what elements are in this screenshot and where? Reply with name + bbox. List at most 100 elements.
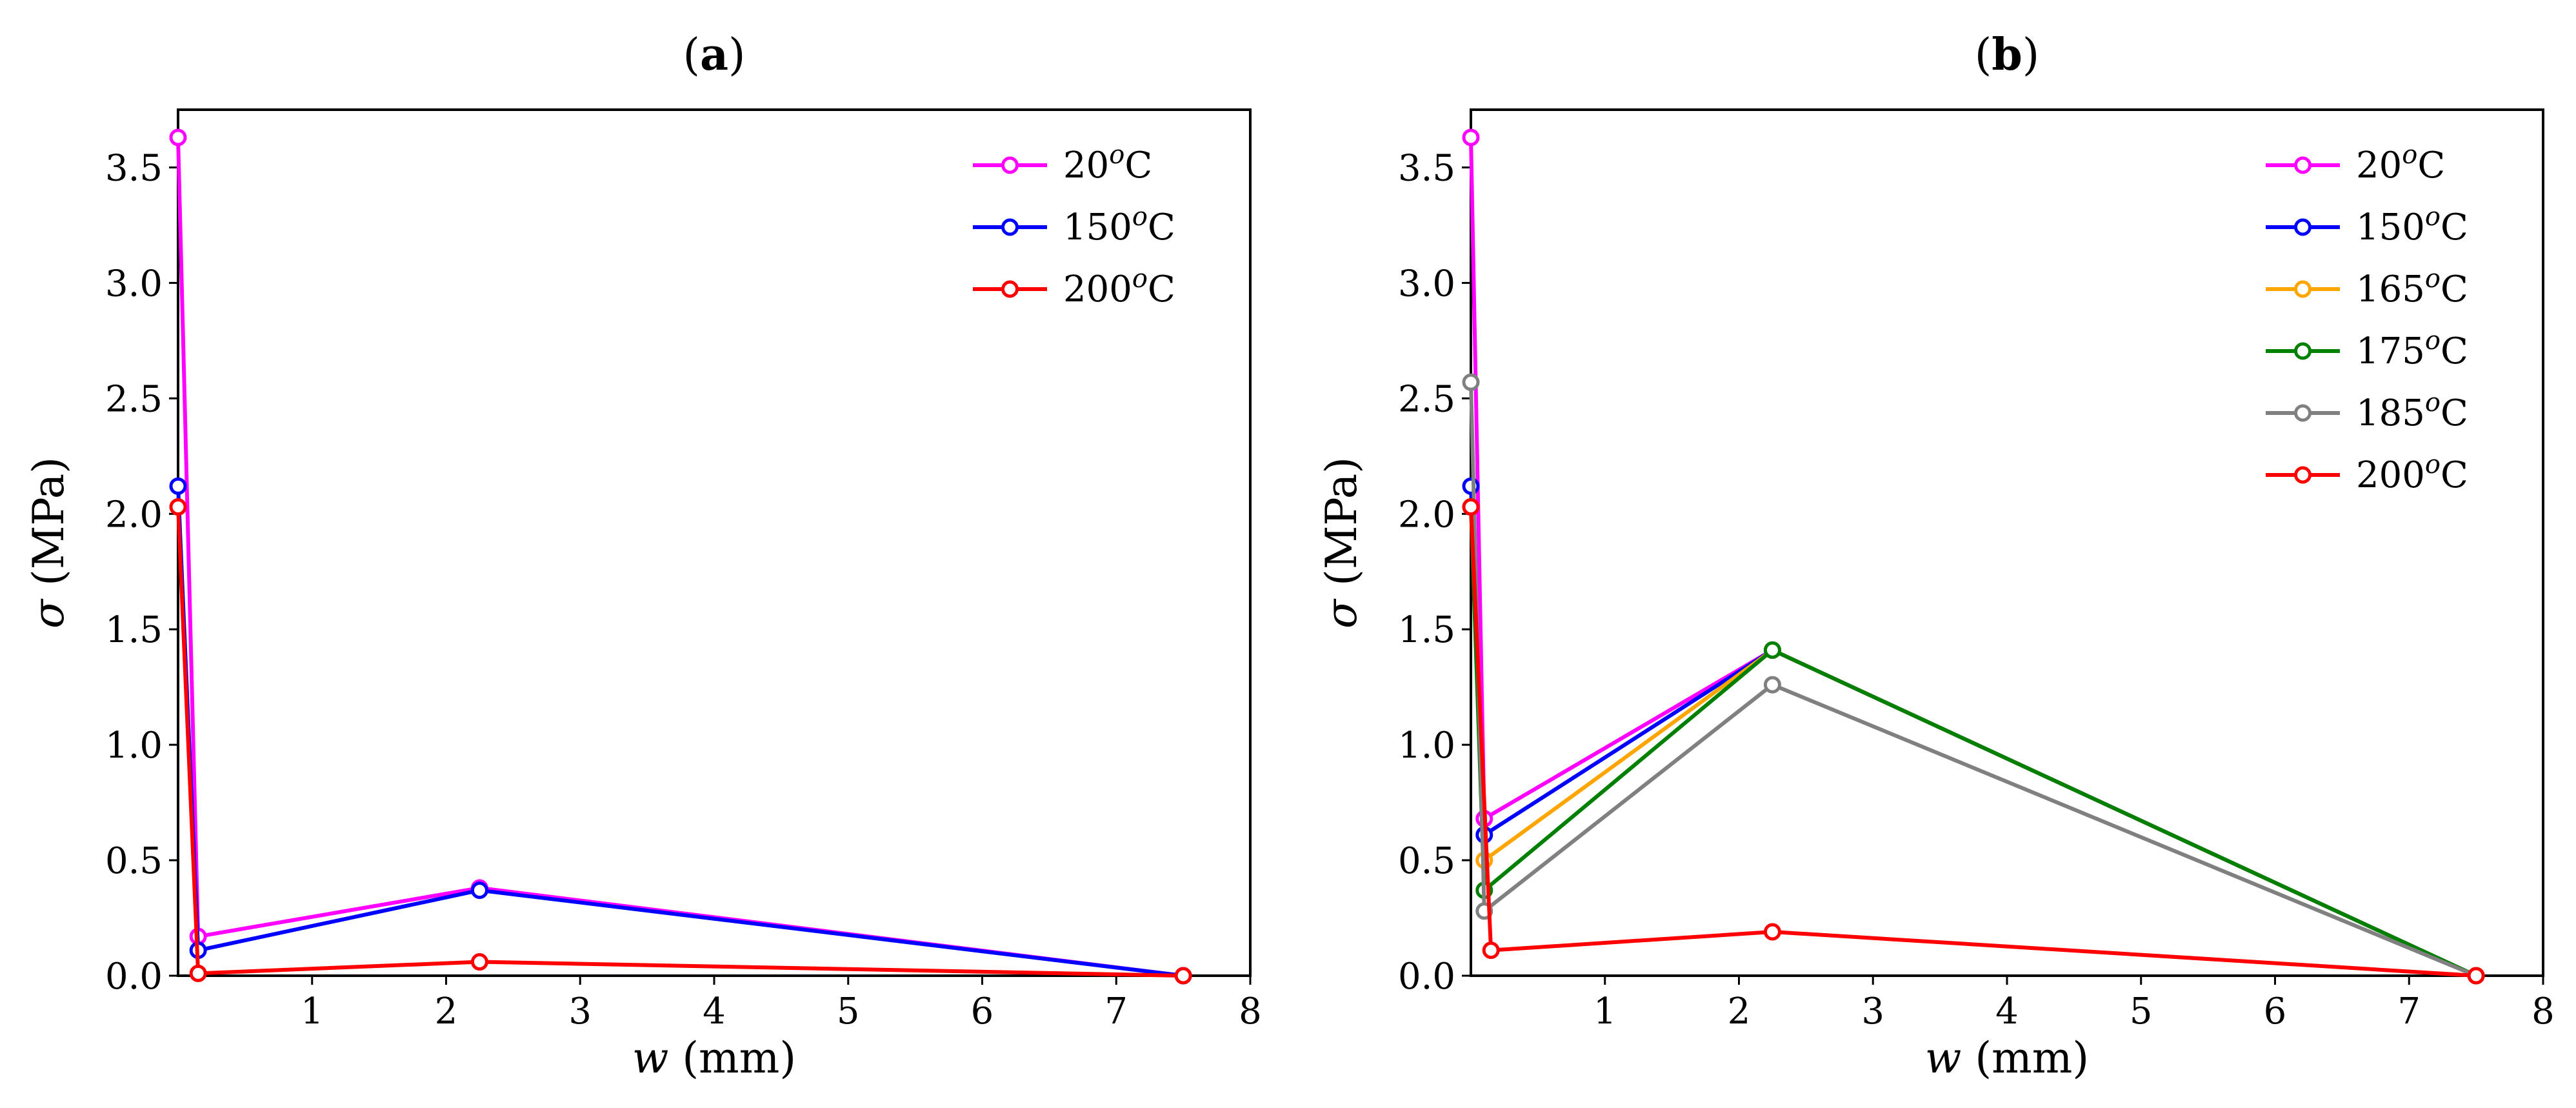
legend-swatch-marker — [2294, 218, 2311, 236]
y-axis-label: σ (MPa) — [1317, 457, 1366, 629]
series-20C — [169, 128, 1192, 985]
y-tick-label: 0.0 — [105, 956, 163, 998]
chart-title: (b) — [1975, 29, 2040, 81]
x-tick-label: 4 — [703, 991, 726, 1032]
y-tick-label: 0.5 — [1398, 840, 1455, 882]
legend-label: 200oC — [2356, 450, 2468, 496]
y-tick-label: 2.0 — [1398, 494, 1455, 536]
legend-swatch-marker — [2294, 280, 2311, 298]
series-line — [1469, 507, 2477, 978]
legend: 20oC 150oC 200oC — [973, 140, 1175, 310]
x-tick-label: 7 — [2397, 991, 2421, 1032]
legend-label: 150oC — [2356, 202, 2468, 248]
legend-item: 200oC — [2266, 450, 2468, 496]
series-185C — [1462, 373, 2485, 985]
legend-label: 185oC — [2356, 388, 2468, 434]
y-tick-label: 1.5 — [105, 609, 163, 651]
legend-item: 165oC — [2266, 264, 2468, 310]
x-tick-label: 1 — [1593, 991, 1617, 1032]
x-tick-label: 2 — [1728, 991, 1751, 1032]
legend-item: 20oC — [2266, 140, 2445, 186]
series-line — [176, 137, 1184, 978]
data-point — [169, 128, 187, 146]
legend-item: 150oC — [2266, 202, 2468, 248]
series-line — [176, 486, 1184, 978]
legend-swatch-marker — [2294, 342, 2311, 360]
legend-swatch-marker — [2294, 466, 2311, 484]
legend-label: 165oC — [2356, 264, 2468, 310]
series-line — [1469, 507, 2477, 978]
legend-item: 200oC — [973, 264, 1175, 310]
x-tick-label: 6 — [971, 991, 994, 1032]
legend: 20oC 150oC 165oC 175oC 185oC 200oC — [2266, 140, 2468, 496]
data-point — [470, 881, 488, 900]
y-tick-label: 1.5 — [1398, 609, 1455, 651]
data-point — [1462, 128, 1480, 146]
x-axis-label: w (mm) — [632, 1033, 796, 1083]
series-150C — [169, 477, 1192, 985]
legend-swatch-marker — [1001, 218, 1019, 236]
x-tick-label: 3 — [1861, 991, 1884, 1032]
data-point — [2467, 967, 2485, 985]
series-line — [1469, 137, 2477, 978]
data-point — [1763, 676, 1781, 694]
x-tick-label: 3 — [568, 991, 592, 1032]
legend-label: 150oC — [1063, 202, 1175, 248]
series-200C — [1462, 498, 2485, 985]
y-tick-label: 2.5 — [105, 378, 163, 420]
data-point — [1763, 923, 1781, 941]
legend-item: 175oC — [2266, 326, 2468, 372]
series-line — [176, 507, 1184, 978]
y-tick-label: 3.0 — [1398, 263, 1455, 305]
y-tick-label: 3.5 — [1398, 147, 1455, 189]
legend-item: 150oC — [973, 202, 1175, 248]
series-200C — [169, 498, 1192, 985]
x-tick-label: 6 — [2264, 991, 2287, 1032]
x-tick-label: 5 — [837, 991, 860, 1032]
x-tick-label: 8 — [1239, 991, 1262, 1032]
chart-panel-a: (a) 1 2 3 4 5 6 7 8 0.0 0.5 1.0 1.5 2.0 2.5 3.0 3.5 w (mm… — [24, 29, 1262, 1083]
y-tick-label: 0.0 — [1398, 956, 1455, 998]
legend-label: 20oC — [1063, 140, 1152, 186]
legend-swatch-marker — [2294, 404, 2311, 422]
legend-item: 185oC — [2266, 388, 2468, 434]
x-tick-label: 1 — [301, 991, 324, 1032]
series-line — [1469, 486, 2477, 978]
x-tick-label: 4 — [1995, 991, 2019, 1032]
data-point — [1462, 477, 1480, 495]
x-tick-label: 8 — [2531, 991, 2555, 1032]
data-point — [189, 964, 207, 982]
y-tick-label: 3.5 — [105, 147, 163, 189]
data-point — [1462, 373, 1480, 391]
y-tick-label: 0.5 — [105, 840, 163, 882]
legend-label: 20oC — [2356, 140, 2445, 186]
data-point — [1174, 967, 1192, 985]
data-point — [1462, 498, 1480, 516]
series-20C — [1462, 128, 2485, 985]
chart-panel-b: (b) 1 2 3 4 5 6 7 8 0.0 0.5 1.0 1.5 2.0 2.5 3.0 3.5 w (mm… — [1317, 29, 2555, 1083]
legend-swatch-marker — [1001, 156, 1019, 174]
y-tick-label: 3.0 — [105, 263, 163, 305]
chart-title: (a) — [683, 29, 745, 81]
legend-item: 20oC — [973, 140, 1152, 186]
legend-label: 175oC — [2356, 326, 2468, 372]
y-tick-label: 2.5 — [1398, 378, 1455, 420]
y-tick-label: 1.0 — [1398, 725, 1455, 767]
x-tick-label: 2 — [435, 991, 458, 1032]
x-tick-label: 5 — [2130, 991, 2153, 1032]
legend-swatch-marker — [1001, 280, 1019, 298]
data-point — [1763, 641, 1781, 659]
series-line — [1469, 382, 2477, 978]
y-axis-label: σ (MPa) — [24, 457, 74, 629]
data-point — [169, 498, 187, 516]
x-axis-label: w (mm) — [1925, 1033, 2089, 1083]
legend-swatch-marker — [2294, 156, 2311, 174]
y-tick-label: 2.0 — [105, 494, 163, 536]
data-point — [470, 953, 488, 971]
data-point — [1482, 942, 1500, 960]
y-tick-label: 1.0 — [105, 725, 163, 767]
data-point — [169, 477, 187, 495]
legend-label: 200oC — [1063, 264, 1175, 310]
x-tick-label: 7 — [1104, 991, 1128, 1032]
